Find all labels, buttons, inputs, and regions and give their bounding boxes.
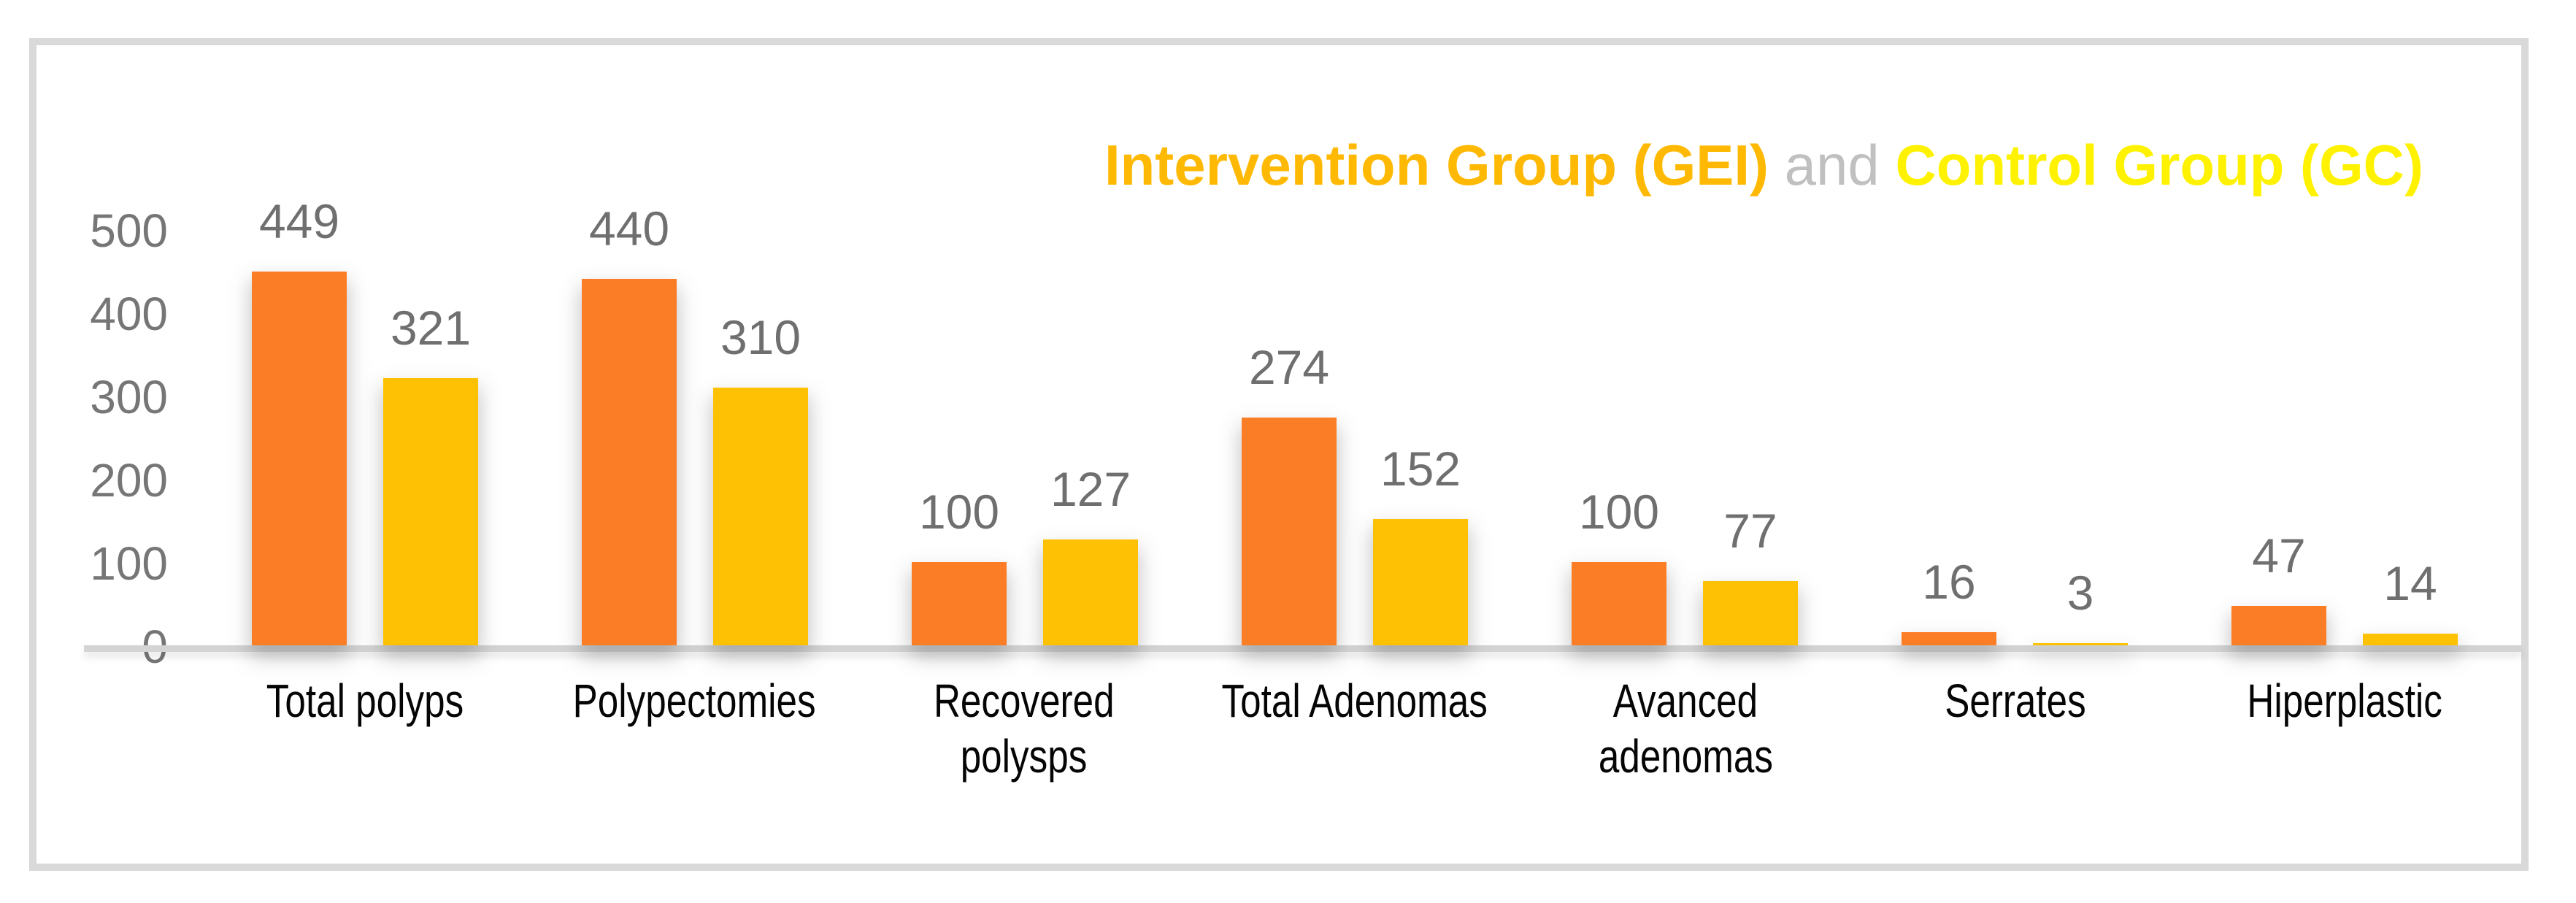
category-label: Polypectomies (529, 673, 858, 784)
value-label: 440 (588, 201, 670, 256)
bar-pair: 274 152 (1242, 342, 1468, 645)
value-label: 100 (1578, 485, 1660, 539)
bar-group: 47 14 (2180, 0, 2510, 645)
y-tick-label: 200 (90, 454, 168, 507)
bar-group: 449 321 (200, 0, 530, 645)
category-label-line: Avanced (1613, 675, 1758, 727)
category-label: Recovered polysps (859, 673, 1188, 784)
chart-frame-border (29, 38, 2529, 871)
bar-pair: 100 127 (912, 464, 1138, 645)
bar-pair: 449 321 (252, 196, 478, 645)
bar-intervention-group-gei: 100 (912, 486, 1007, 645)
legend-part-0: Intervention Group (GEI) (1104, 133, 1769, 197)
bar-control-group-gc: 3 (2033, 567, 2128, 645)
category-label-line: polysps (960, 730, 1088, 783)
bar-control-group-gc: 14 (2363, 558, 2458, 645)
value-label: 127 (1050, 462, 1131, 517)
value-label: 449 (258, 194, 340, 249)
y-axis: 5004003002001000 (0, 0, 168, 903)
category-label-line: Serrates (1945, 675, 2086, 727)
value-label: 152 (1380, 441, 1461, 496)
bar-intervention-group-gei: 47 (2231, 530, 2326, 645)
chart-legend: Intervention Group (GEI) and Control Gro… (1104, 130, 2423, 200)
value-label: 274 (1248, 339, 1330, 394)
value-label: 310 (720, 310, 801, 364)
bar-pair: 440 310 (582, 203, 808, 645)
bar-control-group-gc: 152 (1373, 443, 1468, 645)
bar-control-group-gc: 310 (713, 312, 808, 645)
category-label-line: adenomas (1598, 730, 1773, 783)
bar-group: 440 310 (530, 0, 860, 645)
value-label: 100 (918, 485, 1000, 539)
bar-group: 274 152 (1190, 0, 1520, 645)
bar-intervention-group-gei: 16 (1902, 556, 1996, 645)
bar-pair: 47 14 (2231, 530, 2458, 645)
value-label: 3 (2066, 565, 2094, 620)
value-label: 321 (390, 301, 472, 356)
category-label-line: Total polyps (266, 675, 464, 727)
y-tick-label: 300 (90, 371, 168, 423)
category-label: Avanced adenomas (1521, 673, 1850, 784)
category-label-line: Polypectomies (572, 675, 816, 727)
y-tick-label: 500 (90, 204, 168, 257)
plot-area: 449 321 440 310 100 127 274 152 100 77 16 3 47 14 (200, 0, 2510, 645)
category-label: Hiperplastic (2180, 673, 2510, 784)
bar-group: 16 3 (1850, 0, 2180, 645)
bar-group: 100 77 (1520, 0, 1850, 645)
bar-intervention-group-gei: 274 (1242, 342, 1337, 645)
category-label: Serrates (1850, 673, 2180, 784)
bar-intervention-group-gei: 440 (582, 203, 677, 645)
bar-control-group-gc: 127 (1043, 464, 1138, 645)
bar-intervention-group-gei: 100 (1572, 486, 1666, 645)
category-label-line: Total Adenomas (1221, 675, 1488, 727)
legend-part-2: Control Group (GC) (1895, 133, 2423, 197)
value-label: 47 (2252, 529, 2306, 583)
bar-group: 100 127 (860, 0, 1190, 645)
value-label: 77 (1723, 504, 1777, 558)
bar-pair: 16 3 (1902, 556, 2128, 645)
bar-intervention-group-gei: 449 (252, 196, 347, 645)
x-axis-category-labels: Total polyps Polypectomies Recovered polysp… (200, 673, 2510, 784)
category-label-line: Recovered (933, 675, 1115, 727)
y-tick-label: 100 (90, 537, 168, 590)
x-axis-line (84, 645, 2522, 652)
value-label: 14 (2383, 556, 2437, 611)
category-label-line: Hiperplastic (2247, 675, 2443, 727)
y-tick-label: 400 (90, 288, 168, 340)
category-label: Total polyps (200, 673, 529, 784)
bar-control-group-gc: 321 (383, 302, 478, 645)
bar-pair: 100 77 (1572, 486, 1798, 645)
legend-part-1: and (1768, 133, 1896, 197)
category-label: Total Adenomas (1188, 673, 1520, 784)
bar-control-group-gc: 77 (1703, 505, 1798, 645)
value-label: 16 (1922, 554, 1976, 609)
